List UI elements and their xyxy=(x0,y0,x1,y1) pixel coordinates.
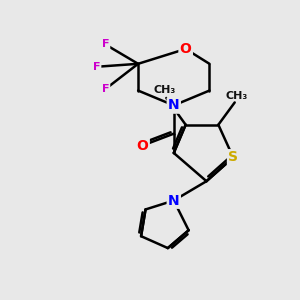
Text: CH₃: CH₃ xyxy=(154,85,176,95)
Text: F: F xyxy=(102,40,109,50)
Text: N: N xyxy=(168,98,180,112)
Text: N: N xyxy=(168,194,180,208)
Text: F: F xyxy=(93,62,100,72)
Text: CH₃: CH₃ xyxy=(225,91,247,101)
Text: F: F xyxy=(102,84,109,94)
Text: S: S xyxy=(228,150,238,164)
Text: O: O xyxy=(136,139,148,152)
Text: O: O xyxy=(180,42,192,56)
